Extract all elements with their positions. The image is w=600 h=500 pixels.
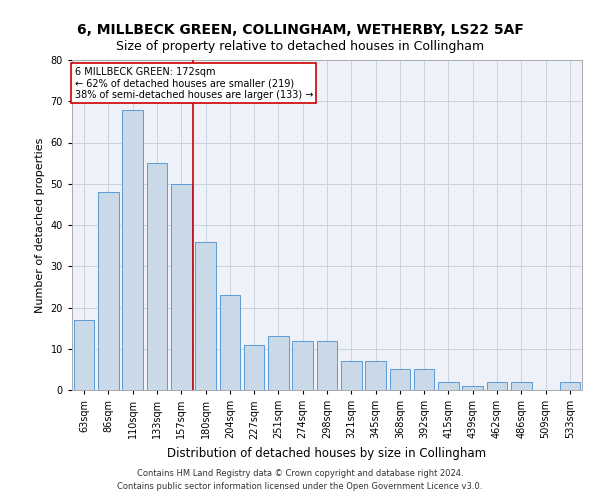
Text: 6, MILLBECK GREEN, COLLINGHAM, WETHERBY, LS22 5AF: 6, MILLBECK GREEN, COLLINGHAM, WETHERBY,… — [77, 22, 523, 36]
Bar — [244, 344, 265, 390]
Text: Contains HM Land Registry data © Crown copyright and database right 2024.: Contains HM Land Registry data © Crown c… — [137, 468, 463, 477]
Bar — [365, 361, 386, 390]
Y-axis label: Number of detached properties: Number of detached properties — [35, 138, 45, 312]
Bar — [268, 336, 289, 390]
Bar — [146, 163, 167, 390]
Bar — [220, 295, 240, 390]
Bar — [122, 110, 143, 390]
Bar — [171, 184, 191, 390]
Bar — [341, 361, 362, 390]
Bar — [438, 382, 459, 390]
Bar — [487, 382, 508, 390]
Text: Contains public sector information licensed under the Open Government Licence v3: Contains public sector information licen… — [118, 482, 482, 491]
Bar — [389, 370, 410, 390]
Bar — [195, 242, 216, 390]
Bar — [317, 340, 337, 390]
X-axis label: Distribution of detached houses by size in Collingham: Distribution of detached houses by size … — [167, 447, 487, 460]
Text: 6 MILLBECK GREEN: 172sqm
← 62% of detached houses are smaller (219)
38% of semi-: 6 MILLBECK GREEN: 172sqm ← 62% of detach… — [74, 66, 313, 100]
Bar — [511, 382, 532, 390]
Bar — [292, 340, 313, 390]
Bar — [463, 386, 483, 390]
Bar — [560, 382, 580, 390]
Bar — [98, 192, 119, 390]
Bar — [74, 320, 94, 390]
Text: Size of property relative to detached houses in Collingham: Size of property relative to detached ho… — [116, 40, 484, 53]
Bar — [414, 370, 434, 390]
